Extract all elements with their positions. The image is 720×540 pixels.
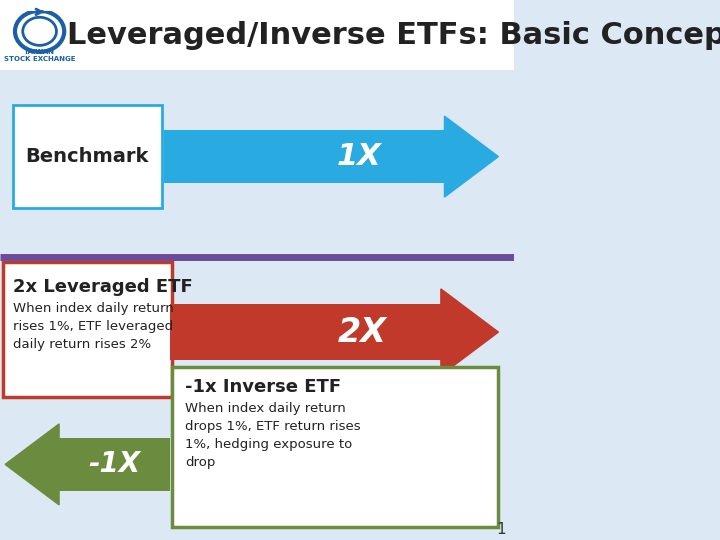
FancyBboxPatch shape: [3, 265, 511, 524]
FancyBboxPatch shape: [170, 304, 441, 360]
Text: 1: 1: [497, 522, 506, 537]
Text: Leveraged/Inverse ETFs: Basic Concepts: Leveraged/Inverse ETFs: Basic Concepts: [67, 21, 720, 50]
Text: Benchmark: Benchmark: [26, 147, 149, 166]
Text: When index daily return
drops 1%, ETF return rises
1%, hedging exposure to
drop: When index daily return drops 1%, ETF re…: [185, 402, 361, 469]
Text: 2X: 2X: [337, 315, 386, 349]
Polygon shape: [444, 116, 498, 197]
FancyBboxPatch shape: [172, 367, 498, 526]
Text: -1X: -1X: [89, 450, 140, 478]
FancyBboxPatch shape: [3, 262, 172, 397]
Text: TAIWAN
STOCK EXCHANGE: TAIWAN STOCK EXCHANGE: [4, 49, 76, 62]
Text: When index daily return
rises 1%, ETF leveraged
daily return rises 2%: When index daily return rises 1%, ETF le…: [13, 302, 174, 352]
Text: 1X: 1X: [337, 142, 382, 171]
Text: 2x Leveraged ETF: 2x Leveraged ETF: [13, 278, 192, 296]
FancyBboxPatch shape: [164, 130, 444, 183]
FancyBboxPatch shape: [13, 105, 162, 208]
FancyBboxPatch shape: [0, 0, 514, 70]
FancyBboxPatch shape: [59, 438, 170, 491]
Polygon shape: [441, 289, 498, 375]
Text: -1x Inverse ETF: -1x Inverse ETF: [185, 378, 341, 396]
Polygon shape: [5, 424, 59, 505]
FancyBboxPatch shape: [3, 76, 511, 248]
